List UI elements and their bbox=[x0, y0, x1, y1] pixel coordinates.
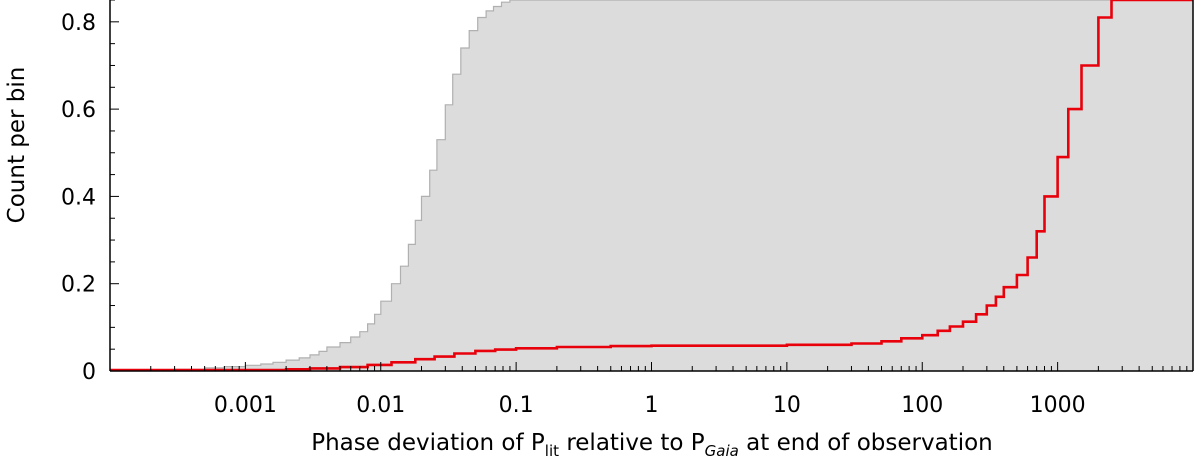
x-tick-label: 0.01 bbox=[356, 393, 405, 418]
x-axis-label-sub2: Gaia bbox=[705, 442, 739, 460]
series-0-edge bbox=[110, 0, 1193, 371]
x-tick-label: 1000 bbox=[1030, 393, 1086, 418]
series-0-fill bbox=[110, 0, 1193, 371]
x-axis-label: Phase deviation of Plit relative to PGai… bbox=[311, 430, 993, 460]
y-tick-label: 0.4 bbox=[61, 185, 96, 210]
series-layer bbox=[110, 0, 1193, 372]
x-tick-label: 10 bbox=[773, 393, 801, 418]
x-tick-label: 0.1 bbox=[499, 393, 534, 418]
x-tick-label: 1 bbox=[645, 393, 659, 418]
series-1-line bbox=[110, 0, 1193, 372]
x-axis-label-post: at end of observation bbox=[739, 430, 993, 456]
x-tick-label: 100 bbox=[901, 393, 943, 418]
y-axis-label: Count per bin bbox=[4, 67, 30, 224]
y-tick-label: 0.2 bbox=[61, 273, 96, 298]
y-tick-label: 0.8 bbox=[61, 11, 96, 36]
x-axis-label-mid: relative to P bbox=[559, 430, 705, 456]
ticks-layer: 0.001 0.01 0.1 1 10 100 1000 0 0.2 0.4 0.6 0.8 bbox=[61, 0, 1188, 418]
y-tick-label: 0.6 bbox=[61, 98, 96, 123]
x-axis-label-sub1: lit bbox=[545, 442, 559, 460]
x-tick-label: 0.001 bbox=[214, 393, 277, 418]
y-tick-label: 0 bbox=[82, 360, 96, 385]
x-axis-label-pre: Phase deviation of P bbox=[311, 430, 545, 456]
